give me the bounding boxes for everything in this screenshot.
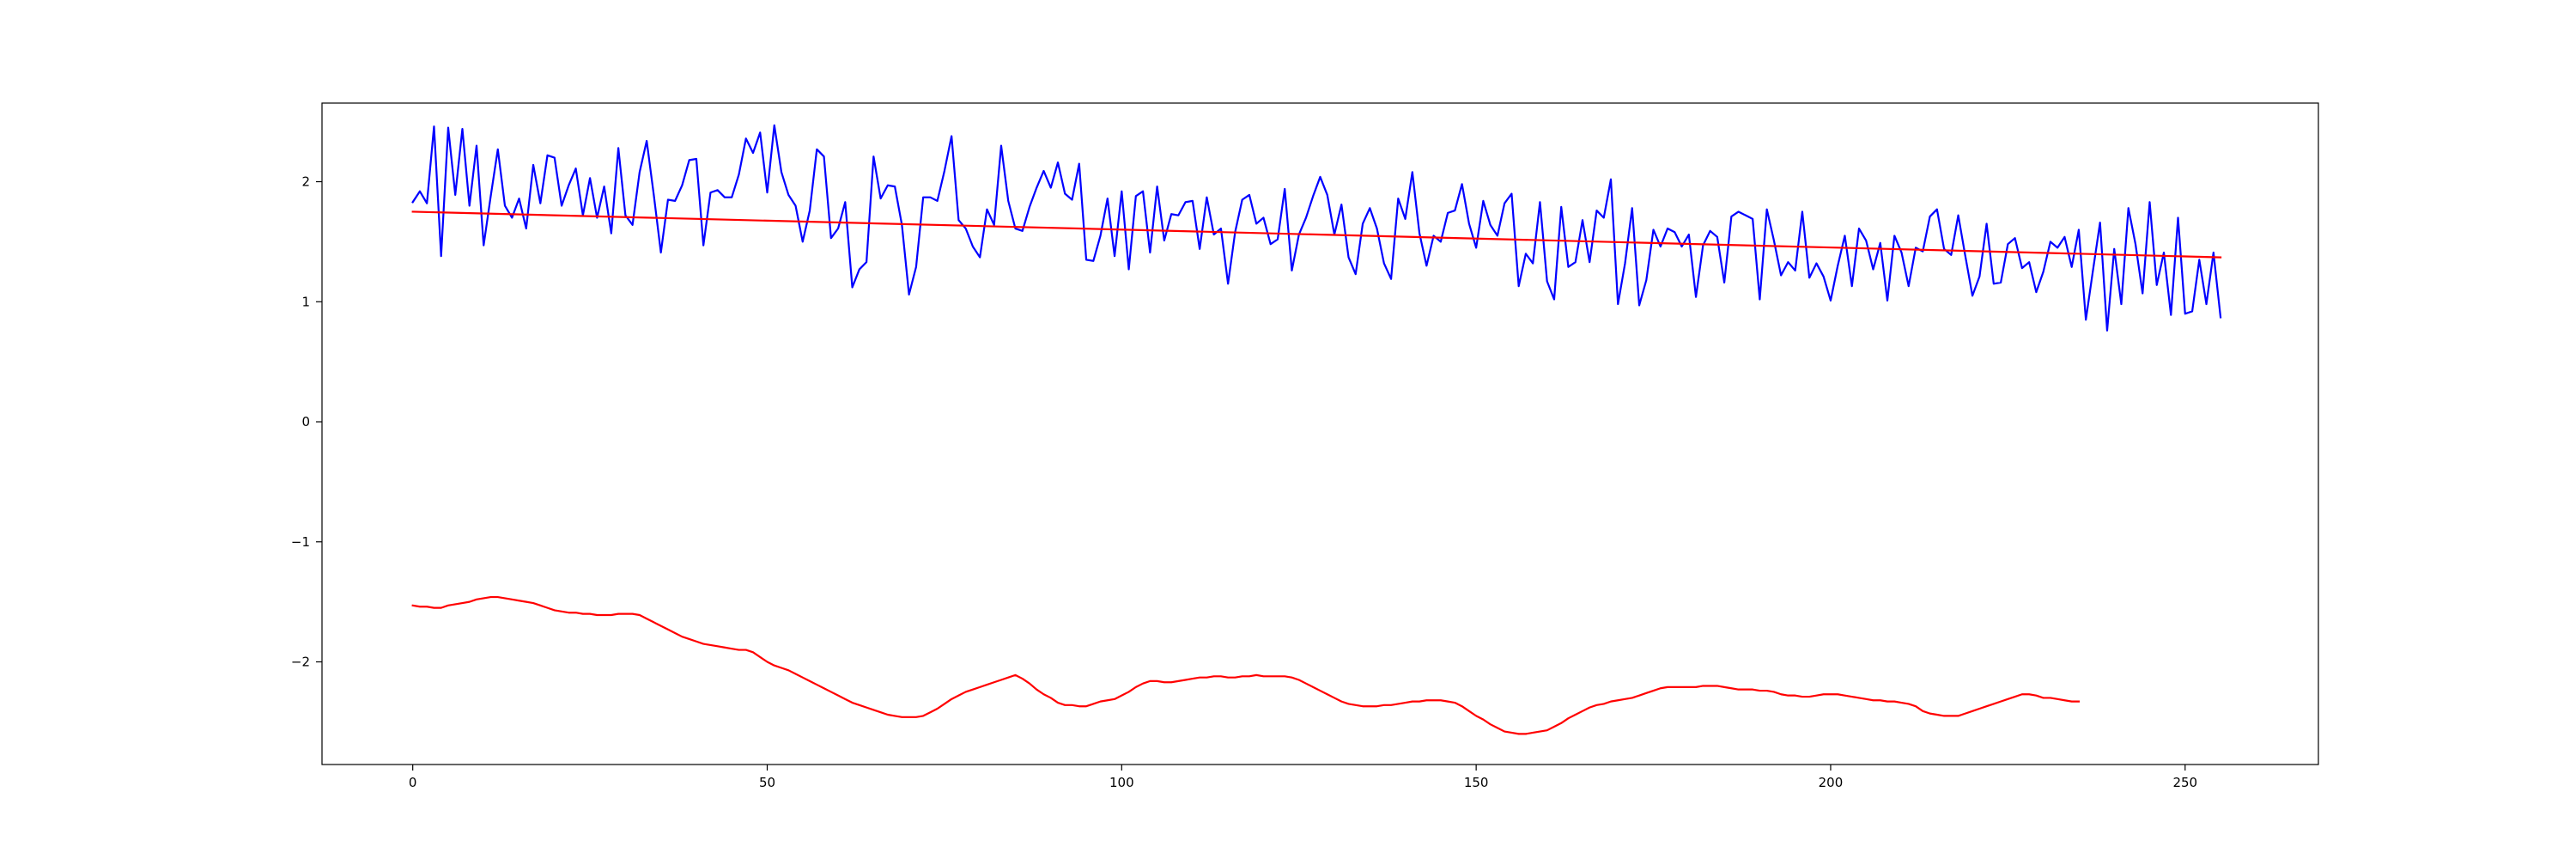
series-line-2 — [411, 210, 2222, 259]
axes: 0 50 100 150 200 250 −2 −1 0 1 2 — [291, 102, 2319, 790]
x-tick-label: 50 — [759, 775, 775, 790]
plot-area — [411, 124, 2222, 735]
x-tick-label: 250 — [2172, 775, 2197, 790]
x-tick-label: 200 — [1819, 775, 1844, 790]
x-tick-label: 100 — [1109, 775, 1134, 790]
x-tick-label: 0 — [409, 775, 417, 790]
x-tick-label: 150 — [1464, 775, 1489, 790]
series-line-3 — [411, 595, 2081, 735]
y-tick-label: −2 — [291, 655, 310, 670]
y-tick-label: −1 — [291, 534, 310, 550]
y-tick-label: 2 — [301, 174, 310, 190]
y-tick-label: 1 — [301, 294, 310, 309]
y-tick-label: 0 — [301, 414, 310, 430]
axes-frame — [321, 102, 2319, 765]
